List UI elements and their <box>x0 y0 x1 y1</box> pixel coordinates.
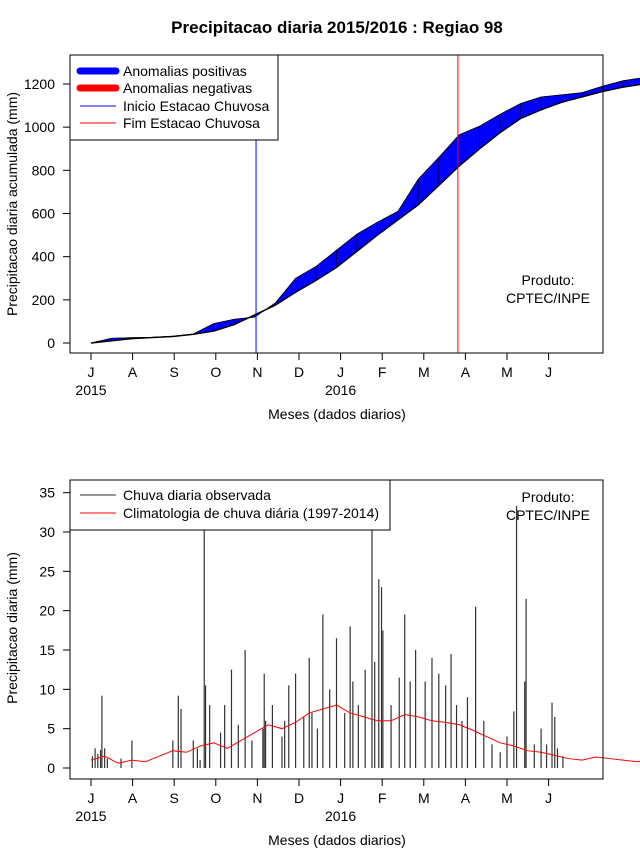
anomaly-positive-segment <box>377 210 399 236</box>
accumulated-chart: 0 200 400 600 800 1000 1200 J A S O N D J F M A M J 2015 20… <box>4 54 640 422</box>
y-tick-label: 10 <box>39 681 55 697</box>
climatology-daily-line <box>90 704 640 764</box>
x-tick-label: J <box>88 790 95 806</box>
climatology-layer <box>90 704 640 764</box>
y-axis: 0 200 400 600 800 1000 1200 <box>24 76 70 351</box>
x-tick-label: D <box>294 364 304 380</box>
x-tick-label: D <box>294 790 304 806</box>
legend-entry: Climatologia de chuva diária (1997-2014) <box>123 505 379 521</box>
anomaly-positive-segment <box>459 125 480 167</box>
x-tick-label: M <box>418 790 430 806</box>
y-tick-label: 1000 <box>24 119 55 135</box>
anomaly-positive-segment <box>295 265 317 293</box>
x-tick-label: N <box>252 364 262 380</box>
legend-entry: Anomalias positivas <box>123 63 247 79</box>
x-year-label: 2016 <box>325 382 356 398</box>
x-tick-label: F <box>378 364 387 380</box>
x-tick-label: M <box>501 790 513 806</box>
y-tick-label: 800 <box>32 162 56 178</box>
product-note-line: CPTEC/INPE <box>506 507 590 523</box>
y-tick-label: 35 <box>39 485 55 501</box>
x-tick-label: A <box>128 364 138 380</box>
y-tick-label: 200 <box>32 292 56 308</box>
x-tick-label: M <box>501 364 513 380</box>
x-tick-label: J <box>337 790 344 806</box>
x-tick-label: J <box>337 364 344 380</box>
y-tick-label: 600 <box>32 206 56 222</box>
y-tick-label: 0 <box>47 335 55 351</box>
anomaly-positive-segment <box>479 113 501 150</box>
y-tick-label: 0 <box>47 760 55 776</box>
x-year-label: 2015 <box>75 808 106 824</box>
climatology-accumulated-line <box>90 83 640 344</box>
anomaly-positive-segment <box>336 233 358 268</box>
y-tick-label: 1200 <box>24 76 55 92</box>
legend-box <box>69 479 391 531</box>
x-tick-label: S <box>170 790 179 806</box>
x-year-label: 2015 <box>75 382 106 398</box>
y-tick-label: 15 <box>39 642 55 658</box>
y-tick-label: 20 <box>39 603 55 619</box>
anomaly-positive-segment <box>499 103 521 134</box>
x-tick-label: A <box>128 790 138 806</box>
x-axis: J A S O N D J F M A M J 2015 2016 <box>75 352 552 398</box>
x-tick-label: S <box>170 364 179 380</box>
x-year-label: 2016 <box>325 808 356 824</box>
x-tick-label: A <box>461 790 471 806</box>
chart-title: Precipitacao diaria 2015/2016 : Regiao 9… <box>171 18 503 37</box>
legend: Anomalias positivas Anomalias negativas … <box>69 54 279 141</box>
x-axis-label: Meses (dados diarios) <box>268 832 406 848</box>
anomaly-positive-segment <box>540 94 562 111</box>
legend-entry: Chuva diaria observada <box>123 487 271 503</box>
y-tick-label: 30 <box>39 524 55 540</box>
legend-entry: Inicio Estacao Chuvosa <box>123 98 270 114</box>
x-tick-label: J <box>545 364 552 380</box>
anomaly-positive-segment <box>315 249 337 281</box>
y-axis-label: Precipitacao diaria acumulada (mm) <box>4 92 20 316</box>
product-note-line: CPTEC/INPE <box>506 290 590 306</box>
x-tick-label: A <box>461 364 471 380</box>
observed-accumulated-line <box>90 77 640 344</box>
legend-entry: Fim Estacao Chuvosa <box>123 115 260 131</box>
x-axis-label: Meses (dados diarios) <box>268 406 406 422</box>
x-tick-label: O <box>210 364 221 380</box>
anomaly-positive-segment <box>397 178 419 221</box>
observed-bars-layer <box>91 492 564 768</box>
y-axis: 0 5 10 15 20 25 30 35 <box>39 485 70 776</box>
anomaly-positive-segment <box>418 156 440 206</box>
y-axis-label: Precipitacao diaria (mm) <box>4 552 20 704</box>
legend: Chuva diaria observada Climatologia de c… <box>69 479 391 531</box>
x-axis: J A S O N D J F M A M J 2015 2016 <box>75 778 552 824</box>
daily-chart: 0 5 10 15 20 25 30 35 J A S O N D J F M A M J 2015 2016 Prec… <box>4 479 640 848</box>
x-tick-label: J <box>88 364 95 380</box>
lines-layer <box>90 55 640 353</box>
x-tick-label: J <box>545 790 552 806</box>
anomaly-positive-segment <box>438 134 460 187</box>
x-tick-label: O <box>210 790 221 806</box>
x-tick-label: N <box>252 790 262 806</box>
legend-entry: Anomalias negativas <box>123 80 252 96</box>
product-note-line: Produto: <box>522 489 575 505</box>
y-tick-label: 5 <box>47 721 55 737</box>
x-tick-label: F <box>378 790 387 806</box>
product-note-line: Produto: <box>522 272 575 288</box>
y-tick-label: 400 <box>32 249 56 265</box>
y-tick-label: 25 <box>39 563 55 579</box>
x-tick-label: M <box>418 364 430 380</box>
